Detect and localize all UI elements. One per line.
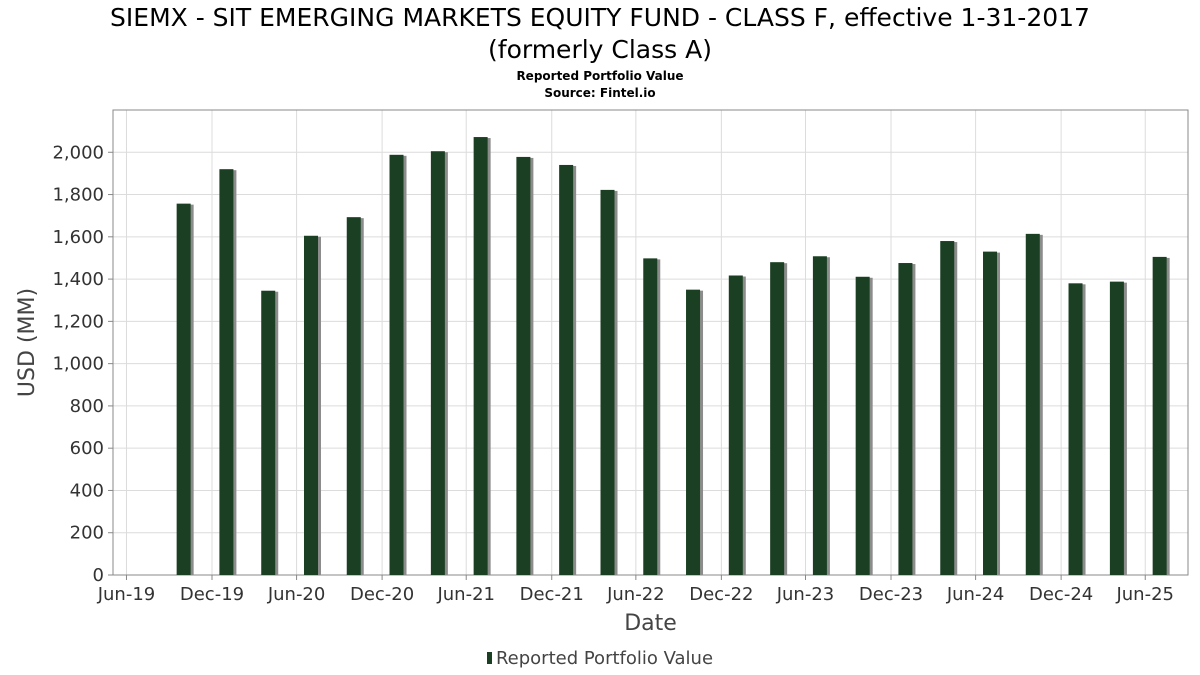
bar — [389, 154, 404, 576]
bar — [686, 289, 701, 575]
y-tick-label: 0 — [93, 565, 104, 586]
bar — [219, 169, 234, 575]
legend-label: Reported Portfolio Value — [495, 648, 714, 669]
bar — [261, 290, 276, 575]
y-tick-label: 400 — [70, 480, 104, 501]
bar — [812, 256, 827, 575]
x-tick-label: Jun-25 — [1115, 584, 1174, 605]
bar — [983, 251, 998, 575]
x-tick-label: Dec-19 — [180, 584, 244, 605]
x-tick-label: Dec-24 — [1029, 584, 1093, 605]
bar — [1152, 256, 1167, 575]
bar — [1109, 281, 1124, 575]
y-tick-label: 600 — [70, 438, 104, 459]
y-tick-label: 800 — [70, 396, 104, 417]
y-tick-label: 1,400 — [52, 269, 104, 290]
x-tick-label: Jun-20 — [267, 584, 326, 605]
legend: Reported Portfolio Value — [0, 648, 1200, 669]
x-tick-label: Dec-23 — [859, 584, 923, 605]
bar — [728, 275, 743, 575]
x-tick-label: Jun-21 — [436, 584, 495, 605]
x-tick-label: Dec-22 — [689, 584, 753, 605]
chart-title-line2: (formerly Class A) — [488, 35, 712, 64]
bar — [643, 258, 658, 575]
x-axis: Jun-19 Dec-19 Jun-20 Dec-20 Jun-21 Dec-21 Jun-… — [97, 575, 1174, 605]
x-tick-label: Dec-20 — [350, 584, 414, 605]
x-tick-label: Jun-19 — [97, 584, 156, 605]
x-tick-label: Jun-22 — [606, 584, 665, 605]
bar — [176, 203, 191, 575]
bar — [1025, 233, 1040, 576]
y-tick-label: 1,200 — [52, 311, 104, 332]
x-tick-label: Jun-24 — [946, 584, 1005, 605]
bar — [473, 137, 488, 575]
bars — [176, 137, 1170, 576]
bar — [516, 156, 531, 575]
bar — [940, 241, 955, 575]
y-axis-title: USD (MM) — [15, 288, 40, 397]
bar — [600, 189, 615, 576]
bar — [430, 151, 445, 575]
bar — [898, 263, 913, 575]
x-tick-label: Dec-21 — [520, 584, 584, 605]
chart-title-line1: SIEMX - SIT EMERGING MARKETS EQUITY FUND… — [110, 3, 1090, 32]
bar — [559, 164, 574, 576]
y-tick-label: 1,000 — [52, 354, 104, 375]
bar — [346, 217, 361, 575]
bar — [303, 235, 318, 576]
y-tick-label: 1,600 — [52, 227, 104, 248]
bar — [1068, 283, 1083, 575]
y-axis: 0 200 400 600 800 1,000 1,200 1,400 1,600 1,800 2,… — [52, 142, 113, 586]
bar — [770, 262, 785, 575]
y-tick-label: 200 — [70, 523, 104, 544]
legend-swatch — [486, 652, 492, 664]
x-tick-label: Jun-23 — [776, 584, 835, 605]
chart-subtitle: Reported Portfolio Value — [516, 69, 684, 83]
x-axis-title: Date — [624, 611, 677, 636]
chart-source: Source: Fintel.io — [544, 86, 656, 100]
y-tick-label: 2,000 — [52, 142, 104, 163]
y-tick-label: 1,800 — [52, 185, 104, 206]
bar — [855, 276, 870, 575]
